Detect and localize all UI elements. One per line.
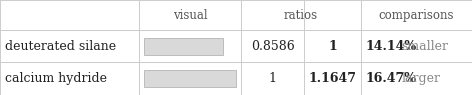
Text: 14.14%: 14.14% xyxy=(366,40,417,53)
Text: larger: larger xyxy=(401,72,440,85)
Text: 1: 1 xyxy=(269,72,277,85)
Text: deuterated silane: deuterated silane xyxy=(5,40,116,53)
Text: 1: 1 xyxy=(329,40,337,53)
Text: comparisons: comparisons xyxy=(379,9,454,22)
Text: 1.1647: 1.1647 xyxy=(309,72,357,85)
Text: smaller: smaller xyxy=(401,40,448,53)
Text: 16.47%: 16.47% xyxy=(366,72,417,85)
Text: calcium hydride: calcium hydride xyxy=(5,72,107,85)
FancyBboxPatch shape xyxy=(144,38,223,55)
FancyBboxPatch shape xyxy=(144,70,236,87)
Text: ratios: ratios xyxy=(284,9,318,22)
Text: visual: visual xyxy=(173,9,207,22)
Text: 0.8586: 0.8586 xyxy=(251,40,295,53)
